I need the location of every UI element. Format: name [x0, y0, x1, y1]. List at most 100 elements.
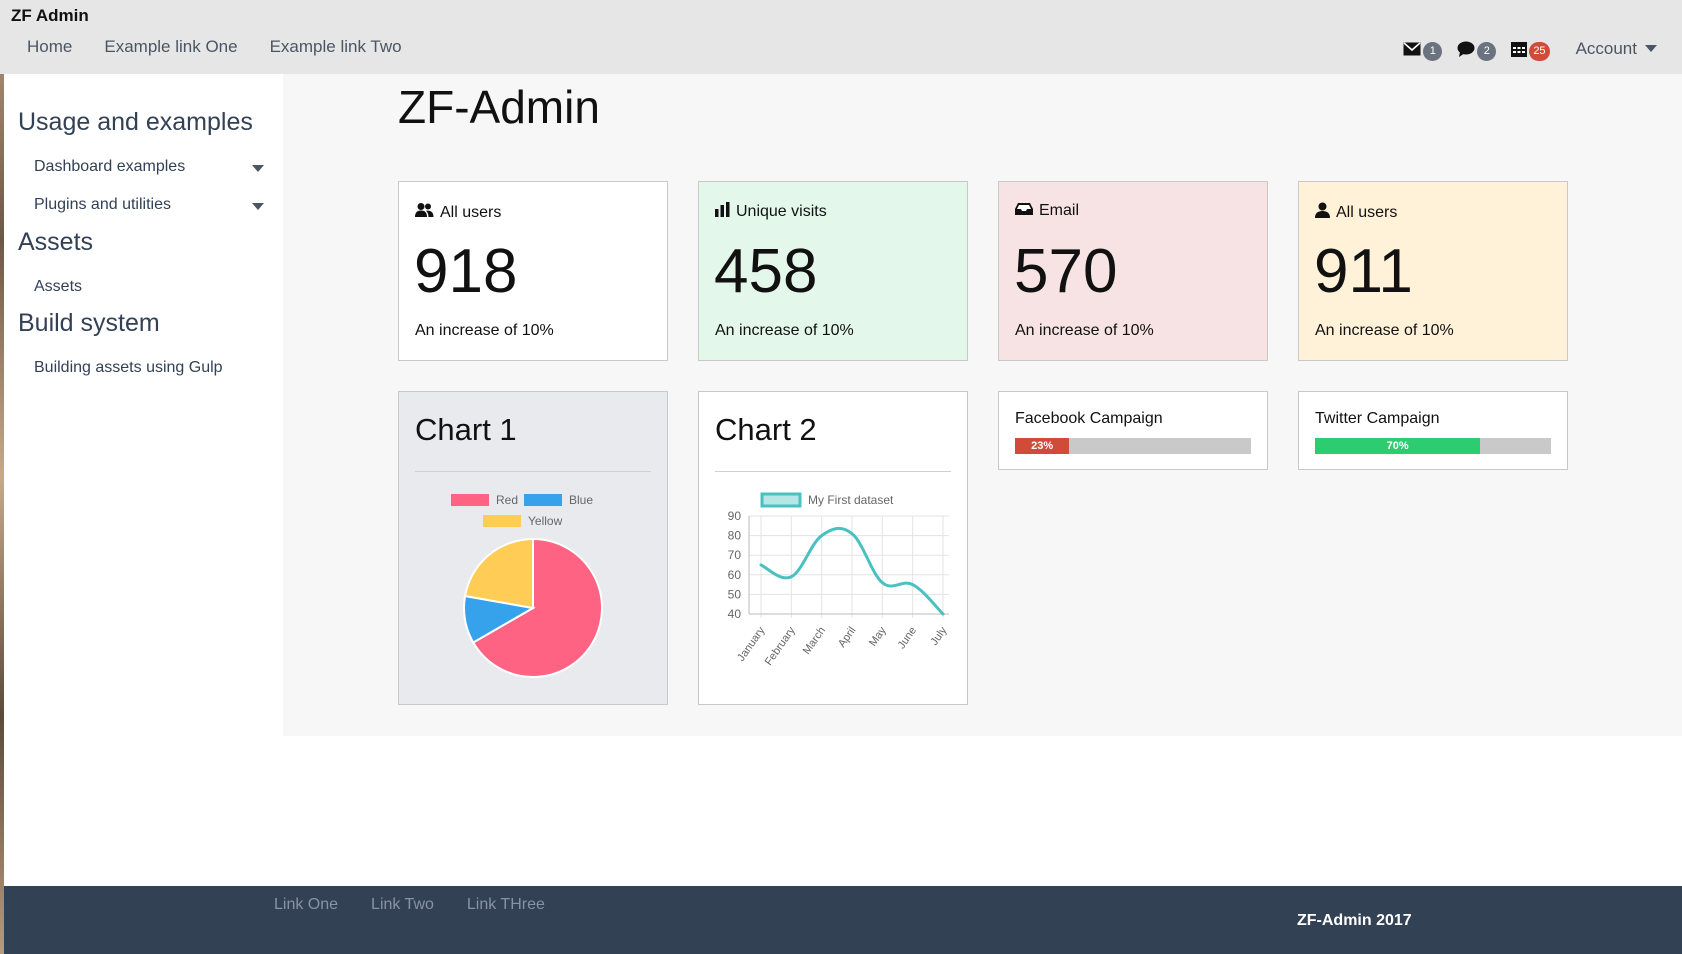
bar-chart-icon	[715, 202, 730, 222]
campaign-progress-bar: 23%	[1015, 438, 1251, 454]
chart-card-line: Chart 2 My First dataset 40 50 60 70 80 90 Janu…	[698, 391, 968, 705]
nav-links: Home Example link One Example link Two	[27, 37, 402, 57]
data-point	[880, 581, 884, 585]
comments-notification[interactable]: 2	[1457, 36, 1497, 61]
y-tick-label: 80	[728, 529, 742, 543]
stat-card-all-users: All users 918 An increase of 10%	[398, 181, 668, 361]
stat-note: An increase of 10%	[1015, 322, 1154, 339]
y-tick-label: 40	[728, 607, 742, 621]
footer-link-three[interactable]: Link THree	[466, 896, 545, 913]
data-point	[759, 563, 763, 567]
pie-slice-red	[471, 537, 603, 678]
stat-card-header: Unique visits	[715, 202, 827, 222]
nav-link-home[interactable]: Home	[27, 37, 73, 56]
nav-link-example-one[interactable]: Example link One	[104, 37, 238, 56]
stat-value: 570	[1014, 237, 1118, 306]
stat-label: Unique visits	[736, 203, 827, 220]
legend-swatch-series	[760, 492, 802, 508]
data-point	[789, 575, 793, 579]
account-menu[interactable]: Account	[1576, 39, 1657, 59]
comments-badge: 2	[1477, 42, 1497, 61]
sidebar: Usage and examples Dashboard examples Pl…	[4, 74, 283, 736]
campaign-label: Twitter Campaign	[1315, 410, 1440, 427]
campaign-progress-fill: 70%	[1315, 438, 1481, 454]
campaign-progress-bar: 70%	[1315, 438, 1551, 454]
campaign-card-facebook: Facebook Campaign 23%	[998, 391, 1268, 470]
stat-note: An increase of 10%	[415, 322, 554, 339]
legend-label-red: Red	[496, 493, 518, 507]
y-tick-label: 90	[728, 509, 742, 523]
data-point	[820, 534, 824, 538]
campaign-progress-fill: 23%	[1015, 438, 1070, 454]
footer-link-one[interactable]: Link One	[274, 896, 339, 913]
nav-right: 1 2 25 Account	[1403, 36, 1657, 61]
stat-label: All users	[1336, 203, 1398, 221]
sidebar-item-dashboard-examples[interactable]: Dashboard examples	[34, 158, 264, 176]
stat-label: Email	[1039, 202, 1080, 219]
legend-label-yellow: Yellow	[528, 514, 563, 528]
x-tick-label: May	[867, 624, 889, 648]
chart-title: Chart 1	[415, 412, 517, 447]
envelope-icon	[1403, 41, 1421, 56]
sidebar-item-label: Building assets using Gulp	[34, 359, 223, 376]
chart-divider	[715, 471, 951, 472]
messages-badge: 1	[1423, 42, 1443, 61]
sidebar-item-assets[interactable]: Assets	[34, 278, 264, 296]
messages-notification[interactable]: 1	[1403, 36, 1443, 61]
sidebar-heading-assets: Assets	[18, 228, 94, 256]
stat-card-all-users-2: All users 911 An increase of 10%	[1298, 181, 1568, 361]
data-point	[941, 612, 945, 616]
data-point	[850, 532, 854, 536]
chevron-down-icon	[252, 203, 264, 210]
x-tick-label: February	[763, 624, 798, 667]
stat-card-header: All users	[415, 202, 501, 223]
stat-card-header: Email	[1015, 202, 1079, 220]
window-edge	[0, 0, 4, 954]
calendar-badge: 25	[1529, 42, 1550, 61]
inbox-icon	[1015, 202, 1033, 220]
stat-note: An increase of 10%	[1315, 322, 1454, 339]
sidebar-item-label: Dashboard examples	[34, 158, 186, 175]
chart-card-pie: Chart 1 Red Blue Yellow	[398, 391, 668, 705]
legend-swatch-yellow	[483, 515, 521, 527]
footer-link-two[interactable]: Link Two	[371, 896, 434, 913]
stat-value: 911	[1314, 237, 1413, 306]
y-tick-label: 70	[728, 548, 742, 562]
x-tick-label: April	[836, 625, 858, 650]
x-tick-label: March	[801, 625, 828, 657]
sidebar-item-plugins-utilities[interactable]: Plugins and utilities	[34, 196, 264, 214]
stat-label: All users	[440, 203, 502, 221]
legend-label-series: My First dataset	[808, 493, 894, 507]
x-tick-label: June	[896, 625, 920, 651]
pie-slice-yellow	[463, 537, 534, 610]
users-icon	[415, 202, 434, 223]
stat-note: An increase of 10%	[715, 322, 854, 339]
calendar-notification[interactable]: 25	[1511, 36, 1550, 61]
y-tick-label: 60	[728, 568, 742, 582]
chart-divider	[415, 471, 651, 472]
x-tick-label: January	[735, 624, 768, 663]
sidebar-item-label: Plugins and utilities	[34, 196, 171, 213]
stat-card-unique-visits: Unique visits 458 An increase of 10%	[698, 181, 968, 361]
chevron-down-icon	[252, 165, 264, 172]
nav-link-example-two[interactable]: Example link Two	[269, 37, 402, 56]
pie-chart: Red Blue Yellow	[451, 493, 603, 678]
chevron-down-icon	[1645, 45, 1657, 52]
stat-card-email: Email 570 An increase of 10%	[998, 181, 1268, 361]
top-navbar: ZF Admin Home Example link One Example l…	[0, 0, 1682, 74]
x-tick-label: July	[928, 624, 949, 647]
sidebar-heading-build-system: Build system	[18, 309, 160, 337]
stat-card-header: All users	[1315, 202, 1397, 223]
calendar-icon	[1511, 41, 1528, 57]
footer-copyright: ZF-Admin 2017	[1297, 912, 1412, 929]
app-brand[interactable]: ZF Admin	[11, 6, 89, 25]
stat-value: 458	[714, 237, 818, 306]
sidebar-item-building-assets-gulp[interactable]: Building assets using Gulp	[34, 359, 264, 377]
data-point	[911, 583, 915, 587]
stat-value: 918	[414, 237, 518, 306]
comment-icon	[1457, 41, 1475, 57]
user-icon	[1315, 202, 1330, 223]
chart-title: Chart 2	[715, 412, 817, 447]
account-label: Account	[1575, 38, 1637, 58]
sidebar-item-label: Assets	[34, 278, 83, 295]
